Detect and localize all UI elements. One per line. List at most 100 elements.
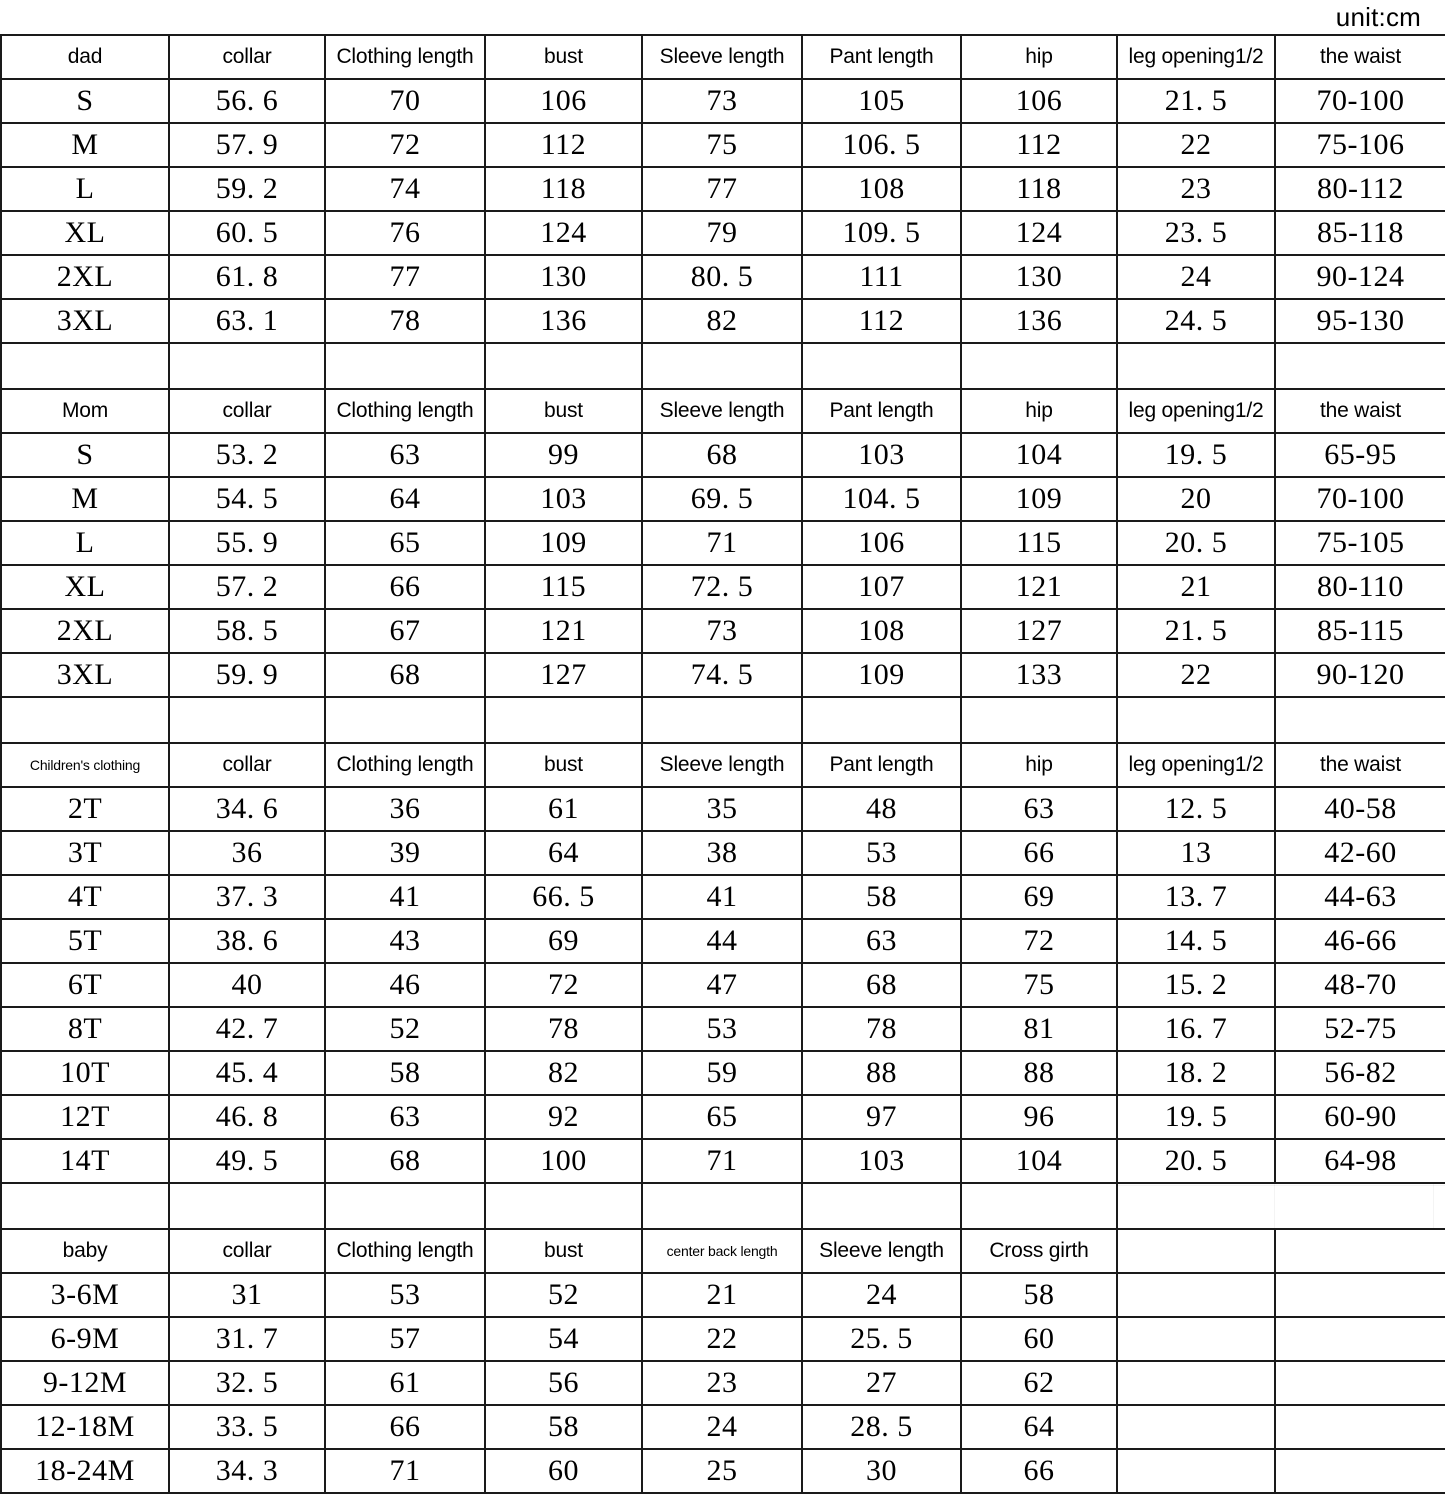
size-label-cell: XL [0,564,170,610]
measurement-cell: 34. 3 [168,1448,326,1494]
measurement-cell: 60 [960,1316,1118,1362]
measurement-cell: 65 [324,520,486,566]
measurement-cell: 79 [641,210,803,256]
measurement-cell: 100 [484,1138,643,1184]
column-header: Pant length [801,34,962,80]
column-header: the waist [1274,388,1445,434]
empty-cell [1116,1360,1276,1406]
measurement-cell: 61 [484,786,643,832]
empty-cell [1274,1228,1445,1274]
spacer-cell [801,342,962,390]
measurement-cell: 38. 6 [168,918,326,964]
column-header: Clothing length [324,1228,486,1274]
measurement-cell: 68 [641,432,803,478]
unit-label: unit:cm [1335,2,1421,32]
measurement-cell: 112 [960,122,1118,168]
measurement-cell: 58 [324,1050,486,1096]
table-header-row-children: Children's clothing collar Clothing length… [0,742,1445,788]
measurement-cell: 60 [484,1448,643,1494]
measurement-cell: 70-100 [1274,476,1445,522]
measurement-cell: 74. 5 [641,652,803,698]
measurement-cell: 90-124 [1274,254,1445,300]
size-label-cell: 3T [0,830,170,876]
measurement-cell: 88 [801,1050,962,1096]
spacer-cell [960,1182,1118,1230]
table-row: 3-6M 31 53 52 21 24 58 [0,1272,1445,1318]
column-header: hip [960,34,1118,80]
table-row: XL 57. 2 66 115 72. 5 107 121 21 80-110 [0,564,1445,610]
measurement-cell: 64 [960,1404,1118,1450]
measurement-cell: 36 [168,830,326,876]
size-label-cell: 18-24M [0,1448,170,1494]
measurement-cell: 85-115 [1274,608,1445,654]
size-label-cell: M [0,122,170,168]
size-label-cell: 9-12M [0,1360,170,1406]
spacer-cell [801,696,962,744]
measurement-cell: 66 [960,830,1118,876]
measurement-cell: 106 [801,520,962,566]
measurement-cell: 75-106 [1274,122,1445,168]
measurement-cell: 55. 9 [168,520,326,566]
measurement-cell: 58 [960,1272,1118,1318]
empty-cell [1274,1360,1445,1406]
size-label-cell: 4T [0,874,170,920]
measurement-cell: 111 [801,254,962,300]
table-header-row-dad: dad collar Clothing length bust Sleeve lengt… [0,34,1445,80]
measurement-cell: 72. 5 [641,564,803,610]
size-label-cell: XL [0,210,170,256]
measurement-cell: 23. 5 [1116,210,1276,256]
measurement-cell: 53 [641,1006,803,1052]
column-header: bust [484,742,643,788]
size-label-cell: 6T [0,962,170,1008]
measurement-cell: 19. 5 [1116,432,1276,478]
table-title-mom: Mom [0,388,170,434]
measurement-cell: 92 [484,1094,643,1140]
measurement-cell: 31 [168,1272,326,1318]
measurement-cell: 23 [1116,166,1276,212]
measurement-cell: 63 [801,918,962,964]
measurement-cell: 80-110 [1274,564,1445,610]
measurement-cell: 118 [484,166,643,212]
measurement-cell: 13 [1116,830,1276,876]
measurement-cell: 53. 2 [168,432,326,478]
table-row: 3XL 63. 1 78 136 82 112 136 24. 5 95-130 [0,298,1445,344]
measurement-cell: 64 [324,476,486,522]
table-row: 8T 42. 7 52 78 53 78 81 16. 7 52-75 [0,1006,1445,1052]
measurement-cell: 74 [324,166,486,212]
spacer-cell [960,696,1118,744]
measurement-cell: 53 [801,830,962,876]
measurement-cell: 118 [960,166,1118,212]
table-row: 4T 37. 3 41 66. 5 41 58 69 13. 7 44-63 [0,874,1445,920]
column-header: hip [960,388,1118,434]
measurement-cell: 38 [641,830,803,876]
table-row: 10T 45. 4 58 82 59 88 88 18. 2 56-82 [0,1050,1445,1096]
measurement-cell: 25 [641,1448,803,1494]
measurement-cell: 12. 5 [1116,786,1276,832]
measurement-cell: 59. 2 [168,166,326,212]
measurement-cell: 109 [960,476,1118,522]
measurement-cell: 66 [324,1404,486,1450]
column-header: hip [960,742,1118,788]
table-row: M 57. 9 72 112 75 106. 5 112 22 75-106 [0,122,1445,168]
measurement-cell: 75 [641,122,803,168]
measurement-cell: 88 [960,1050,1118,1096]
measurement-cell: 36 [324,786,486,832]
size-label-cell: 2XL [0,254,170,300]
empty-cell [1117,1183,1275,1229]
measurement-cell: 24 [1116,254,1276,300]
spacer-cell [1116,342,1276,390]
measurement-cell: 127 [484,652,643,698]
measurement-cell: 49. 5 [168,1138,326,1184]
size-label-cell: 12T [0,1094,170,1140]
measurement-cell: 30 [801,1448,962,1494]
measurement-cell: 35 [641,786,803,832]
measurement-cell: 48 [801,786,962,832]
measurement-cell: 127 [960,608,1118,654]
measurement-cell: 104 [960,432,1118,478]
size-label-cell: S [0,78,170,124]
measurement-cell: 58 [484,1404,643,1450]
measurement-cell: 24. 5 [1116,298,1276,344]
size-chart-container: dad collar Clothing length bust Sleeve lengt… [0,34,1445,1494]
empty-cell [1116,1404,1276,1450]
measurement-cell: 24 [801,1272,962,1318]
